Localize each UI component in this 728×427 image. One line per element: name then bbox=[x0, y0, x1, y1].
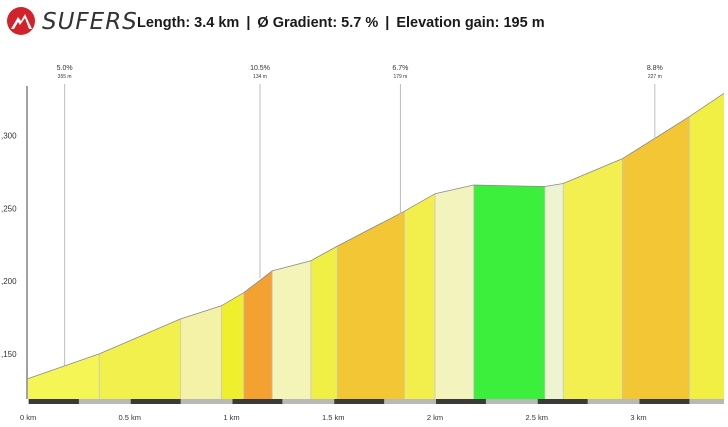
km-bar-tick bbox=[130, 399, 181, 404]
km-bar bbox=[28, 399, 724, 404]
gradient-segment-8 bbox=[337, 211, 405, 399]
gradient-segment-10 bbox=[435, 185, 474, 399]
gradient-segment-4 bbox=[221, 292, 244, 399]
elevation-profile-chart: 5.0% 355 m 10.5% 134 m 6.7% 179 m 8.8% 227 m 0 … bbox=[1, 65, 725, 422]
gradient-segment-11 bbox=[473, 185, 545, 399]
x-tick-label: 1 km bbox=[223, 413, 239, 422]
y-tick-label: ,250 bbox=[1, 204, 17, 213]
km-bar-tick bbox=[639, 399, 690, 404]
gradient-segment-12 bbox=[544, 183, 564, 399]
climb-name: SUFERS bbox=[42, 9, 138, 35]
annotation-gradient-3: 6.7% bbox=[392, 65, 408, 72]
y-axis-labels: ,150 ,200 ,250 ,300 bbox=[1, 131, 17, 358]
profile-outline bbox=[27, 92, 725, 379]
length-stat: Length: 3.4 km bbox=[137, 15, 240, 31]
gradient-segments bbox=[28, 93, 724, 400]
annotation-gradient-2: 10.5% bbox=[250, 65, 270, 72]
gradient-segment-14 bbox=[622, 116, 690, 399]
header: SUFERS Length: 3.4 km | Ø Gradient: 5.7 % |… bbox=[0, 0, 728, 46]
y-tick-label: ,200 bbox=[1, 277, 17, 286]
x-tick-label: 1.5 km bbox=[322, 413, 345, 422]
gradient-stat: Ø Gradient: 5.7 % bbox=[257, 15, 379, 31]
x-tick-label: 0 km bbox=[20, 413, 36, 422]
annotation-distance-1: 355 m bbox=[58, 74, 72, 80]
x-tick-label: 2 km bbox=[427, 413, 443, 422]
elevation-gain-stat: Elevation gain: 195 m bbox=[396, 15, 545, 31]
y-tick-label: ,150 bbox=[1, 350, 17, 359]
mountain-badge-icon bbox=[7, 7, 35, 35]
gradient-segment-1 bbox=[28, 353, 100, 399]
km-bar-tick bbox=[436, 399, 486, 404]
annotation-gradient-1: 5.0% bbox=[57, 65, 73, 72]
gradient-segment-6 bbox=[272, 260, 311, 399]
km-bar-tick bbox=[232, 399, 283, 404]
gradient-segment-2 bbox=[99, 318, 181, 399]
annotation-distance-2: 134 m bbox=[253, 74, 267, 80]
gradient-segment-7 bbox=[310, 246, 338, 399]
x-tick-label: 3 km bbox=[630, 413, 646, 422]
km-bar-tick bbox=[29, 399, 79, 404]
x-tick-label: 0.5 km bbox=[118, 413, 141, 422]
gradient-segment-15 bbox=[689, 93, 724, 400]
annotation-gradient-4: 8.8% bbox=[647, 65, 663, 72]
annotation-distance-3: 179 m bbox=[393, 74, 407, 80]
y-tick-label: ,300 bbox=[1, 131, 17, 140]
x-axis-labels: 0 km 0.5 km 1 km 1.5 km 2 km 2.5 km 3 km bbox=[20, 413, 647, 422]
separator: | bbox=[246, 15, 251, 31]
profile-line bbox=[27, 92, 725, 379]
gradient-annotations: 5.0% 355 m 10.5% 134 m 6.7% 179 m 8.8% 227 m bbox=[57, 65, 663, 366]
x-tick-label: 2.5 km bbox=[526, 413, 549, 422]
gradient-segment-13 bbox=[563, 158, 623, 399]
separator: | bbox=[385, 15, 390, 31]
gradient-segment-5 bbox=[243, 270, 273, 399]
climb-stats: Length: 3.4 km | Ø Gradient: 5.7 % | Elevati… bbox=[137, 15, 545, 31]
km-bar-tick bbox=[334, 399, 385, 404]
km-bar-tick bbox=[537, 399, 588, 404]
gradient-segment-3 bbox=[180, 305, 222, 399]
gradient-segment-9 bbox=[404, 193, 435, 399]
annotation-distance-4: 227 m bbox=[648, 74, 662, 80]
